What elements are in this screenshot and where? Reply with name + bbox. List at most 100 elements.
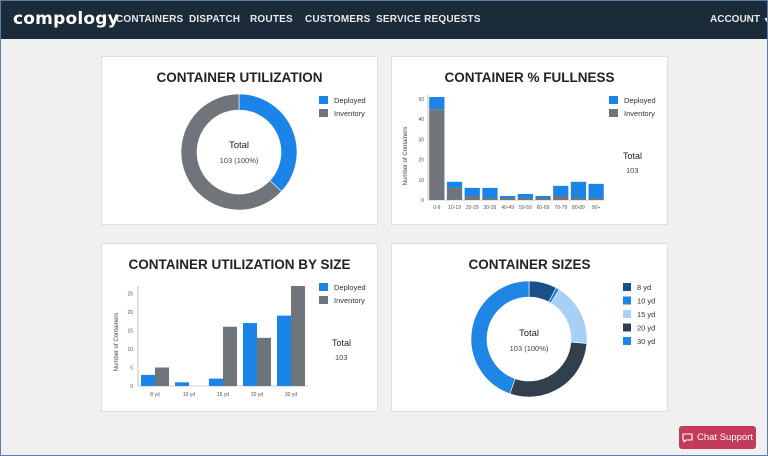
chevron-down-icon: ▼: [763, 17, 768, 24]
fullness-bar-deployed-0-9[interactable]: [429, 97, 445, 110]
legend-swatch-deployed: [319, 283, 328, 291]
fullness-bar-inventory-70-79[interactable]: [553, 195, 569, 200]
fullness-bar-inventory-80-89[interactable]: [570, 197, 587, 200]
container-sizes-donut-chart: Total 103 (100%) 8 yd 10 yd 15 yd 20 yd 30 y…: [470, 280, 655, 398]
by-size-y-tick: 15: [127, 328, 133, 334]
by-size-y-tick: 10: [127, 347, 133, 353]
by-size-bar-deployed-20-yd[interactable]: [243, 323, 257, 386]
fullness-y-axis-label: Number of Containers: [403, 127, 409, 186]
by-size-y-tick: 25: [127, 291, 133, 297]
fullness-x-tick: 40-49: [501, 205, 514, 211]
by-size-bar-inventory-20-yd[interactable]: [257, 337, 271, 386]
fullness-bar-inventory-20-29[interactable]: [464, 195, 480, 200]
fullness-y-tick: 20: [418, 158, 424, 164]
fullness-y-tick: 40: [418, 117, 424, 123]
by-size-bar-deployed-30-yd[interactable]: [277, 315, 291, 386]
legend-swatch-15-yd: [623, 310, 631, 318]
legend-swatch-20-yd: [623, 323, 631, 332]
fullness-bar-inventory-30-39[interactable]: [482, 197, 498, 200]
legend-label-inventory[interactable]: Inventory: [334, 109, 365, 118]
fullness-y-tick: 10: [418, 178, 424, 184]
fullness-bar-inventory-60-69[interactable]: [535, 197, 551, 200]
fullness-x-tick: 20-29: [466, 205, 479, 211]
legend-swatch-30-yd: [623, 337, 631, 345]
fullness-bar-inventory-10-19[interactable]: [446, 187, 463, 200]
fullness-x-tick: 70-79: [554, 205, 567, 211]
legend-label-inventory[interactable]: Inventory: [334, 296, 365, 305]
fullness-bar-deployed-50-59[interactable]: [517, 193, 533, 198]
chat-support-button[interactable]: Chat Support: [679, 426, 756, 449]
fullness-x-tick: 30-39: [484, 205, 497, 211]
fullness-y-tick: 30: [418, 137, 424, 143]
fullness-bar-inventory-90+[interactable]: [588, 197, 604, 200]
container-sizes-title: CONTAINER SIZES: [468, 257, 591, 272]
legend-swatch-deployed: [319, 96, 328, 104]
sizes-slice-30-yd[interactable]: [470, 280, 530, 395]
by-size-bar-deployed-8-yd[interactable]: [141, 374, 155, 386]
utilization-donut-chart: Total 103 (100%) Deployed Inventory: [180, 93, 366, 211]
legend-label-20-yd[interactable]: 20 yd: [637, 324, 655, 333]
fullness-title: CONTAINER % FULLNESS: [444, 70, 615, 85]
account-label: ACCOUNT: [710, 14, 760, 25]
legend-label-15-yd[interactable]: 15 yd: [637, 310, 655, 319]
fullness-bar-inventory-0-9[interactable]: [429, 109, 445, 200]
fullness-bar-deployed-80-89[interactable]: [570, 181, 587, 198]
nav-dispatch[interactable]: DISPATCH: [189, 14, 241, 25]
fullness-bar-deployed-90+[interactable]: [588, 183, 604, 198]
legend-label-inventory[interactable]: Inventory: [624, 109, 655, 118]
by-size-bar-inventory-8-yd[interactable]: [155, 367, 169, 386]
nav-routes[interactable]: ROUTES: [250, 14, 293, 25]
by-size-bar-inventory-15-yd[interactable]: [223, 326, 237, 386]
container-sizes-card: CONTAINER SIZES Total 103 (100%) 8 yd 10 …: [391, 243, 668, 412]
fullness-bar-deployed-20-29[interactable]: [464, 187, 480, 196]
compology-logo[interactable]: compology: [13, 9, 119, 29]
legend-swatch-8-yd: [623, 283, 631, 291]
by-size-bar-deployed-10-yd[interactable]: [175, 382, 189, 386]
fullness-bar-deployed-60-69[interactable]: [535, 195, 551, 198]
fullness-x-tick: 90+: [592, 205, 601, 211]
fullness-bar-inventory-40-49[interactable]: [500, 197, 516, 200]
by-size-y-axis-label: Number of Containers: [114, 313, 120, 372]
by-size-bar-deployed-15-yd[interactable]: [209, 378, 223, 386]
legend-label-30-yd[interactable]: 30 yd: [637, 337, 655, 346]
fullness-x-tick: 60-69: [537, 205, 550, 211]
fullness-bar-inventory-50-59[interactable]: [517, 197, 533, 200]
legend-label-deployed[interactable]: Deployed: [334, 283, 366, 292]
by-size-bar-inventory-30-yd[interactable]: [291, 286, 305, 386]
fullness-bar-deployed-30-39[interactable]: [482, 187, 498, 198]
utilization-by-size-bar-chart: 0 5 10 15 20 25 8 yd 10 yd 15 yd 20 yd 30 yd Numbe…: [114, 283, 366, 398]
utilization-by-size-card: CONTAINER UTILIZATION BY SIZE 0 5 10 15 20 25…: [101, 243, 378, 412]
by-size-total-label: Total: [332, 338, 351, 348]
fullness-card: CONTAINER % FULLNESS 0 10 20 30 40 50 0-9 10-19…: [391, 56, 668, 225]
fullness-x-tick: 50-59: [519, 205, 532, 211]
legend-swatch-inventory: [319, 109, 328, 117]
utilization-card: CONTAINER UTILIZATION Total 103 (100%) D…: [101, 56, 378, 225]
nav-service-requests[interactable]: SERVICE REQUESTS: [376, 14, 481, 25]
fullness-y-tick: 0: [421, 198, 424, 204]
utilization-slice-inventory[interactable]: [180, 93, 282, 211]
sizes-center-value: 103 (100%): [510, 344, 549, 353]
utilization-by-size-title: CONTAINER UTILIZATION BY SIZE: [128, 257, 351, 272]
by-size-y-tick: 0: [130, 384, 133, 390]
fullness-y-tick: 50: [418, 97, 424, 103]
nav-containers[interactable]: CONTAINERS: [116, 14, 184, 25]
chat-support-label: Chat Support: [697, 432, 753, 443]
by-size-y-tick: 20: [127, 310, 133, 316]
legend-swatch-inventory: [319, 296, 328, 304]
legend-swatch-10-yd: [623, 296, 631, 305]
legend-swatch-deployed: [609, 96, 618, 104]
fullness-bar-deployed-10-19[interactable]: [446, 181, 463, 188]
legend-label-10-yd[interactable]: 10 yd: [637, 297, 655, 306]
by-size-y-tick: 5: [130, 365, 133, 371]
legend-label-deployed[interactable]: Deployed: [624, 96, 656, 105]
fullness-bar-deployed-40-49[interactable]: [500, 195, 516, 198]
sizes-slice-15-yd[interactable]: [550, 289, 588, 344]
legend-label-deployed[interactable]: Deployed: [334, 96, 366, 105]
nav-customers[interactable]: CUSTOMERS: [305, 14, 371, 25]
fullness-bar-deployed-70-79[interactable]: [553, 185, 569, 196]
account-menu[interactable]: ACCOUNT ▼: [710, 14, 768, 25]
by-size-x-tick: 30 yd: [285, 392, 297, 398]
fullness-x-tick: 80-89: [572, 205, 585, 211]
fullness-total-label: Total: [623, 151, 642, 161]
legend-label-8-yd[interactable]: 8 yd: [637, 283, 651, 292]
